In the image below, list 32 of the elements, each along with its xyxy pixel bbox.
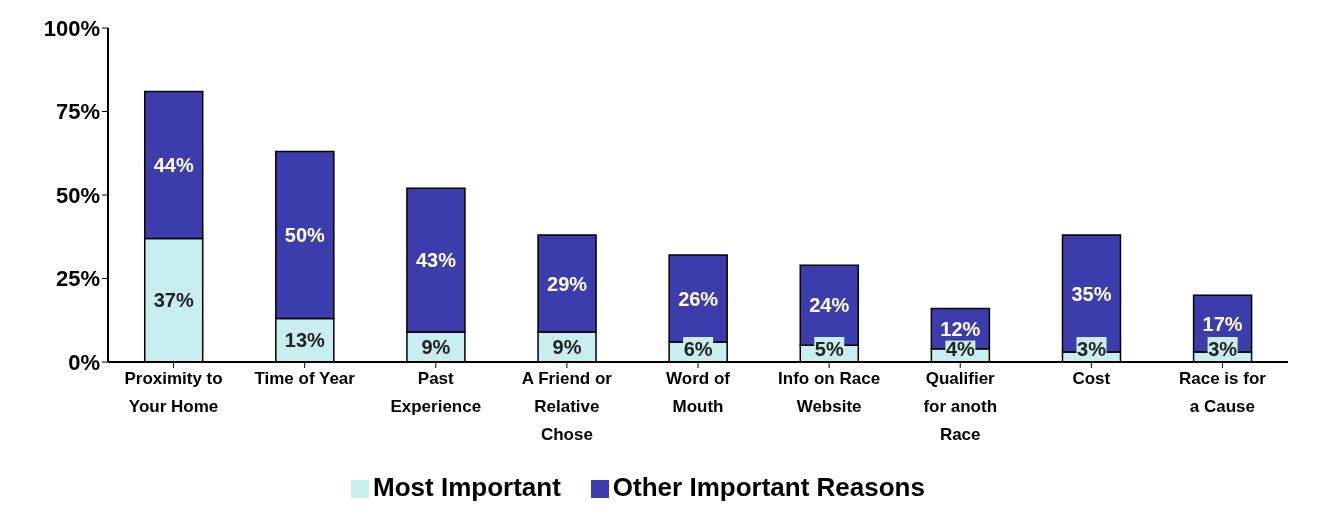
data-label: 5% [814, 338, 844, 360]
data-label: 6% [683, 338, 713, 360]
y-tick-label: 50% [55, 182, 100, 208]
y-tick-label: 0% [68, 349, 100, 375]
x-tick-label: Word of Mouth [666, 369, 731, 416]
data-label: 24% [809, 294, 850, 317]
legend-label: Other Important Reasons [612, 472, 925, 502]
data-label: 29% [547, 272, 588, 295]
x-tick-label: Info on Race Website [778, 369, 881, 416]
data-label: 9% [421, 335, 451, 358]
data-label: 37% [153, 289, 194, 312]
legend-label: Most Important [373, 472, 561, 502]
x-tick-label: A Friend or Relative Chose [521, 369, 613, 444]
x-tick-label: Race is for a Cause [1178, 369, 1267, 416]
x-tick-label: Past Experience [390, 369, 482, 416]
x-tick-label: Cost [1072, 369, 1111, 388]
data-label: 9% [552, 335, 582, 358]
data-label: 35% [1071, 282, 1112, 305]
data-label: 17% [1202, 312, 1243, 335]
y-tick-label: 25% [55, 266, 100, 292]
data-label: 26% [678, 287, 719, 310]
data-label: 44% [153, 153, 194, 176]
data-label: 12% [940, 317, 981, 340]
data-label: 4% [945, 338, 976, 360]
data-label: 43% [415, 249, 457, 272]
y-tick-label: 100% [43, 15, 100, 41]
x-tick-label: Proximity to Your Home [124, 369, 223, 416]
x-tick-label: Qualifier for anoth Race [923, 369, 998, 444]
data-label: 13% [284, 329, 326, 352]
y-tick-label: 75% [55, 99, 100, 125]
x-tick-label: Time of Year [254, 369, 356, 388]
data-label: 50% [284, 224, 326, 247]
